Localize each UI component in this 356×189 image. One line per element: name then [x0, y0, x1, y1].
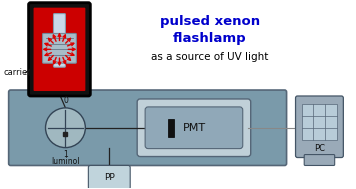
FancyBboxPatch shape — [28, 3, 90, 96]
Text: pulsed xenon: pulsed xenon — [160, 15, 260, 28]
FancyBboxPatch shape — [42, 33, 77, 63]
Text: luminol: luminol — [51, 156, 80, 166]
Text: PP: PP — [104, 173, 115, 182]
FancyBboxPatch shape — [145, 107, 243, 149]
FancyBboxPatch shape — [88, 166, 130, 189]
FancyBboxPatch shape — [33, 8, 85, 91]
Text: flashlamp: flashlamp — [173, 33, 247, 46]
FancyBboxPatch shape — [304, 155, 335, 166]
FancyBboxPatch shape — [53, 14, 66, 67]
FancyBboxPatch shape — [295, 96, 343, 158]
Text: 1: 1 — [63, 149, 68, 159]
FancyBboxPatch shape — [9, 90, 287, 166]
FancyBboxPatch shape — [168, 119, 174, 137]
Text: 0: 0 — [63, 96, 68, 105]
Circle shape — [46, 108, 85, 148]
FancyBboxPatch shape — [137, 99, 251, 156]
Text: carrier: carrier — [4, 68, 31, 77]
Text: PC: PC — [314, 144, 325, 153]
Text: PMT: PMT — [182, 123, 205, 133]
Text: as a source of UV light: as a source of UV light — [151, 52, 268, 62]
FancyBboxPatch shape — [302, 104, 337, 140]
